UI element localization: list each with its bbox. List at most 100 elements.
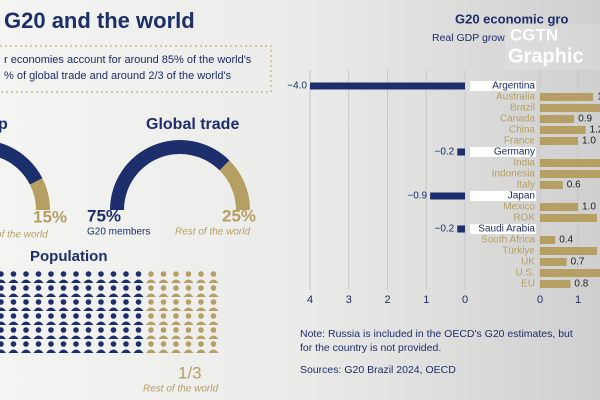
person-body bbox=[171, 279, 181, 283]
bar bbox=[540, 236, 556, 244]
person-body bbox=[0, 321, 6, 325]
person-head bbox=[173, 271, 179, 277]
category-label: Brazil bbox=[510, 103, 535, 114]
person-head bbox=[98, 271, 104, 277]
person-head bbox=[110, 327, 117, 333]
category-label: EU bbox=[521, 279, 535, 290]
person-body bbox=[133, 293, 144, 297]
person-body bbox=[71, 307, 81, 311]
person-body bbox=[183, 349, 194, 353]
category-label: Türkiye bbox=[502, 246, 535, 257]
person-head bbox=[110, 313, 117, 319]
person-head bbox=[48, 313, 54, 319]
value-label: −0.2 bbox=[435, 224, 455, 235]
person-head bbox=[23, 299, 29, 305]
person-body bbox=[208, 335, 219, 339]
person-body bbox=[208, 279, 219, 283]
person-head bbox=[185, 313, 192, 319]
person-body bbox=[171, 307, 181, 311]
pie-segment bbox=[29, 178, 50, 210]
person-body bbox=[58, 279, 69, 283]
person-head bbox=[48, 341, 54, 347]
person-head bbox=[173, 313, 179, 319]
bar bbox=[457, 148, 465, 156]
person-body bbox=[0, 293, 6, 297]
person-body bbox=[21, 349, 31, 353]
person-head bbox=[210, 313, 217, 319]
person-body bbox=[46, 307, 56, 311]
person-head bbox=[98, 341, 104, 347]
person-body bbox=[121, 293, 131, 297]
category-label: France bbox=[504, 136, 536, 147]
person-body bbox=[33, 293, 44, 297]
person-head bbox=[123, 271, 129, 277]
person-body bbox=[208, 349, 219, 353]
pie-title: Global trade bbox=[146, 116, 239, 133]
person-head bbox=[135, 271, 142, 277]
pie-segment bbox=[110, 140, 230, 210]
note: for the country is not provided. bbox=[300, 342, 441, 354]
value-label: −0.9 bbox=[407, 191, 427, 202]
intro-line: r economies account for around 85% of th… bbox=[4, 54, 252, 66]
person-body bbox=[71, 279, 81, 283]
person-head bbox=[0, 271, 4, 277]
category-label: Australia bbox=[496, 92, 535, 103]
person-head bbox=[73, 327, 79, 333]
logo: CGTN bbox=[510, 25, 558, 44]
person-head bbox=[110, 341, 117, 347]
logo: Graphic bbox=[508, 45, 584, 67]
person-body bbox=[8, 321, 19, 325]
person-body bbox=[133, 307, 144, 311]
x-tick-label: 0 bbox=[462, 294, 468, 306]
person-body bbox=[96, 335, 106, 339]
person-body bbox=[183, 293, 194, 297]
person-head bbox=[60, 271, 67, 277]
person-head bbox=[173, 299, 179, 305]
person-body bbox=[196, 307, 206, 311]
person-head bbox=[198, 313, 204, 319]
population-share: 1/3 bbox=[178, 363, 202, 382]
x-tick-label: 1 bbox=[575, 294, 581, 306]
person-body bbox=[21, 321, 31, 325]
intro-line: % of global trade and around 2/3 of the … bbox=[4, 70, 232, 82]
person-body bbox=[21, 293, 31, 297]
person-body bbox=[196, 279, 206, 283]
bar bbox=[540, 93, 594, 101]
person-head bbox=[35, 285, 42, 291]
person-head bbox=[23, 285, 29, 291]
person-body bbox=[0, 307, 6, 311]
person-head bbox=[210, 299, 217, 305]
person-body bbox=[58, 293, 69, 297]
value-label: 1.2 bbox=[590, 125, 600, 136]
person-head bbox=[148, 341, 154, 347]
person-head bbox=[35, 341, 42, 347]
person-head bbox=[148, 299, 154, 305]
person-body bbox=[146, 349, 156, 353]
person-head bbox=[123, 341, 129, 347]
category-label: Mexico bbox=[503, 202, 535, 213]
bar bbox=[540, 126, 586, 134]
person-body bbox=[146, 335, 156, 339]
person-body bbox=[158, 335, 169, 339]
person-head bbox=[23, 327, 29, 333]
person-head bbox=[0, 299, 4, 305]
value-label: 15% bbox=[33, 207, 67, 226]
bar bbox=[540, 247, 597, 255]
person-body bbox=[58, 321, 69, 325]
person-head bbox=[85, 285, 92, 291]
value-label: 0.7 bbox=[571, 257, 585, 268]
value-label: 1.0 bbox=[582, 136, 596, 147]
person-body bbox=[171, 293, 181, 297]
person-head bbox=[98, 285, 104, 291]
x-tick-label: 3 bbox=[346, 294, 352, 306]
person-head bbox=[60, 313, 67, 319]
person-head bbox=[198, 341, 204, 347]
bar bbox=[540, 170, 600, 178]
person-head bbox=[48, 327, 54, 333]
person-head bbox=[0, 341, 4, 347]
value-label: 0.4 bbox=[559, 235, 573, 246]
logo-bg bbox=[505, 24, 600, 70]
person-head bbox=[123, 313, 129, 319]
person-head bbox=[73, 299, 79, 305]
